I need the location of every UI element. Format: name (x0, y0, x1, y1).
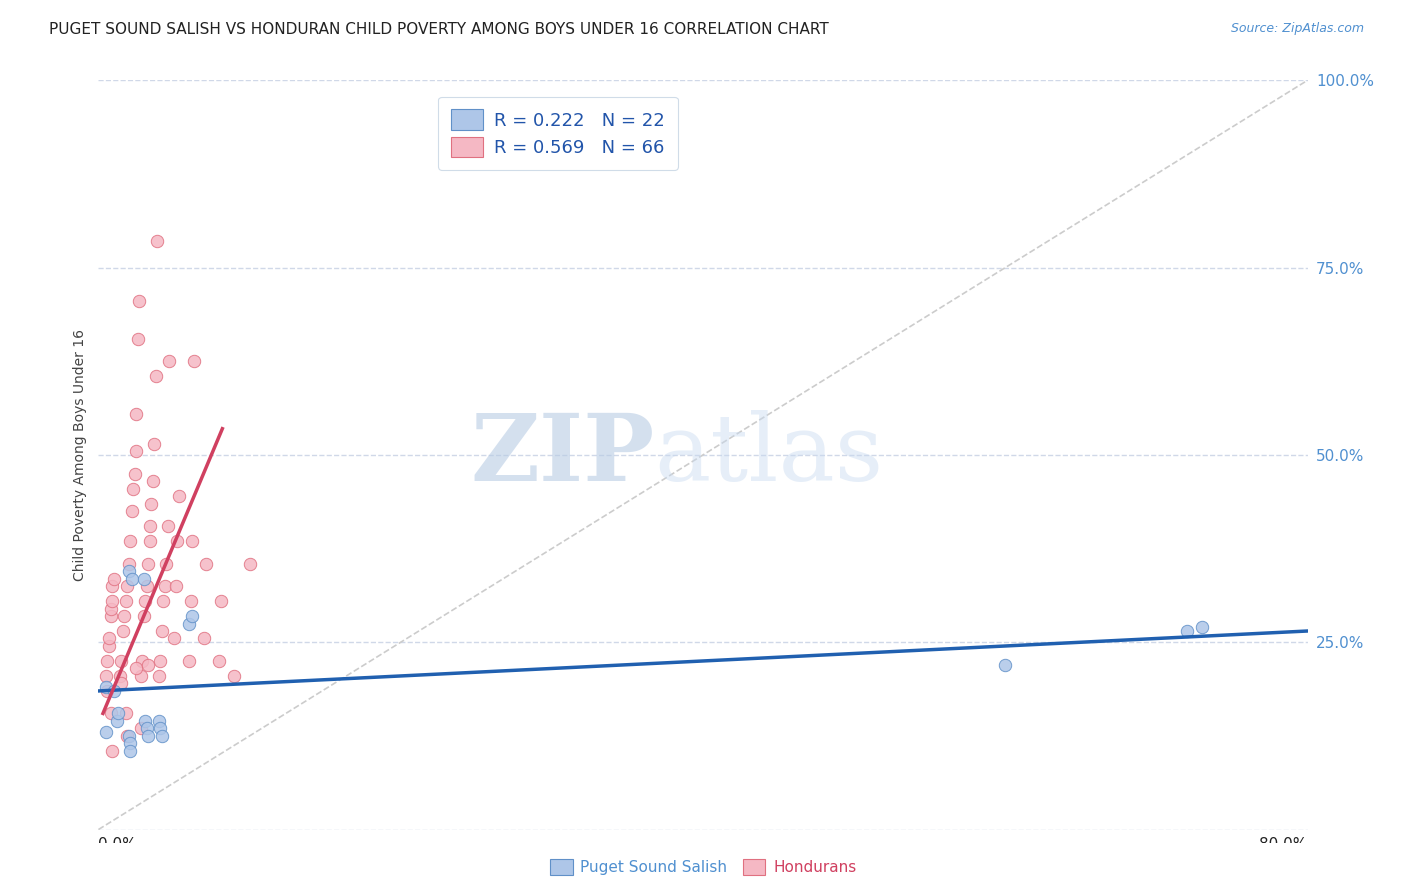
Point (115, 729, 138, 743)
Point (150, 729, 173, 743)
Y-axis label: Child Poverty Among Boys Under 16: Child Poverty Among Boys Under 16 (73, 329, 87, 581)
Legend: R = 0.222   N = 22, R = 0.569   N = 66: R = 0.222 N = 22, R = 0.569 N = 66 (439, 97, 678, 170)
Legend: Puget Sound Salish, Hondurans: Puget Sound Salish, Hondurans (544, 854, 862, 881)
Point (108, 669, 131, 683)
Point (148, 714, 170, 728)
Point (101, 579, 124, 593)
Point (132, 609, 155, 624)
Point (149, 654, 172, 668)
Text: atlas: atlas (655, 410, 884, 500)
Point (136, 729, 159, 743)
Point (135, 579, 157, 593)
Point (110, 676, 132, 690)
Point (120, 534, 142, 549)
Point (156, 519, 179, 533)
Point (125, 661, 148, 675)
Text: 80.0%: 80.0% (1260, 837, 1308, 852)
Point (141, 497, 163, 511)
Point (103, 684, 125, 698)
Point (143, 436, 166, 450)
Point (142, 474, 165, 488)
Point (150, 624, 173, 638)
Point (181, 534, 204, 549)
Point (122, 482, 145, 496)
Point (163, 632, 186, 646)
Point (180, 594, 202, 608)
Point (1191, 620, 1213, 634)
Point (96, 684, 118, 698)
Point (94, 725, 117, 739)
Point (121, 572, 143, 586)
Text: PUGET SOUND SALISH VS HONDURAN CHILD POVERTY AMONG BOYS UNDER 16 CORRELATION CHA: PUGET SOUND SALISH VS HONDURAN CHILD POV… (49, 22, 830, 37)
Point (100, 601, 122, 615)
Point (111, 624, 134, 638)
Point (101, 594, 124, 608)
Point (105, 714, 128, 728)
Point (129, 669, 152, 683)
Text: Source: ZipAtlas.com: Source: ZipAtlas.com (1230, 22, 1364, 36)
Point (120, 736, 142, 750)
Point (167, 489, 190, 503)
Point (136, 657, 159, 672)
Point (194, 557, 217, 571)
Point (179, 616, 201, 631)
Point (94, 680, 117, 694)
Point (128, 294, 150, 309)
Point (118, 729, 141, 743)
Point (134, 714, 156, 728)
Point (134, 594, 156, 608)
Point (118, 564, 141, 578)
Text: 0.0%: 0.0% (98, 837, 138, 852)
Point (120, 744, 142, 758)
Point (110, 654, 132, 668)
Point (153, 579, 176, 593)
Point (152, 594, 174, 608)
Point (129, 722, 152, 736)
Point (125, 407, 148, 421)
Point (139, 519, 162, 533)
Point (183, 354, 205, 368)
Point (124, 467, 146, 481)
Point (125, 444, 148, 458)
Point (994, 657, 1017, 672)
Point (103, 572, 125, 586)
Point (179, 654, 201, 668)
Point (148, 669, 170, 683)
Point (100, 609, 122, 624)
Point (115, 579, 138, 593)
Point (118, 557, 141, 571)
Point (181, 609, 204, 624)
Point (139, 534, 162, 549)
Point (131, 654, 153, 668)
Point (121, 504, 143, 518)
Point (114, 594, 136, 608)
Point (166, 534, 188, 549)
Point (96, 654, 118, 668)
Point (149, 722, 172, 736)
Point (208, 654, 231, 668)
Point (94, 669, 117, 683)
Point (136, 557, 159, 571)
Point (224, 669, 246, 683)
Point (98, 639, 121, 653)
Point (114, 706, 136, 721)
Point (107, 706, 129, 721)
Point (146, 235, 169, 249)
Point (239, 557, 262, 571)
Point (155, 557, 177, 571)
Point (112, 609, 135, 624)
Point (1175, 624, 1198, 638)
Point (159, 354, 181, 368)
Point (135, 722, 157, 736)
Point (165, 579, 187, 593)
Text: ZIP: ZIP (471, 410, 655, 500)
Point (132, 572, 155, 586)
Point (98, 632, 121, 646)
Point (127, 332, 149, 346)
Point (209, 594, 232, 608)
Point (193, 632, 215, 646)
Point (145, 369, 167, 384)
Point (101, 744, 124, 758)
Point (100, 706, 122, 721)
